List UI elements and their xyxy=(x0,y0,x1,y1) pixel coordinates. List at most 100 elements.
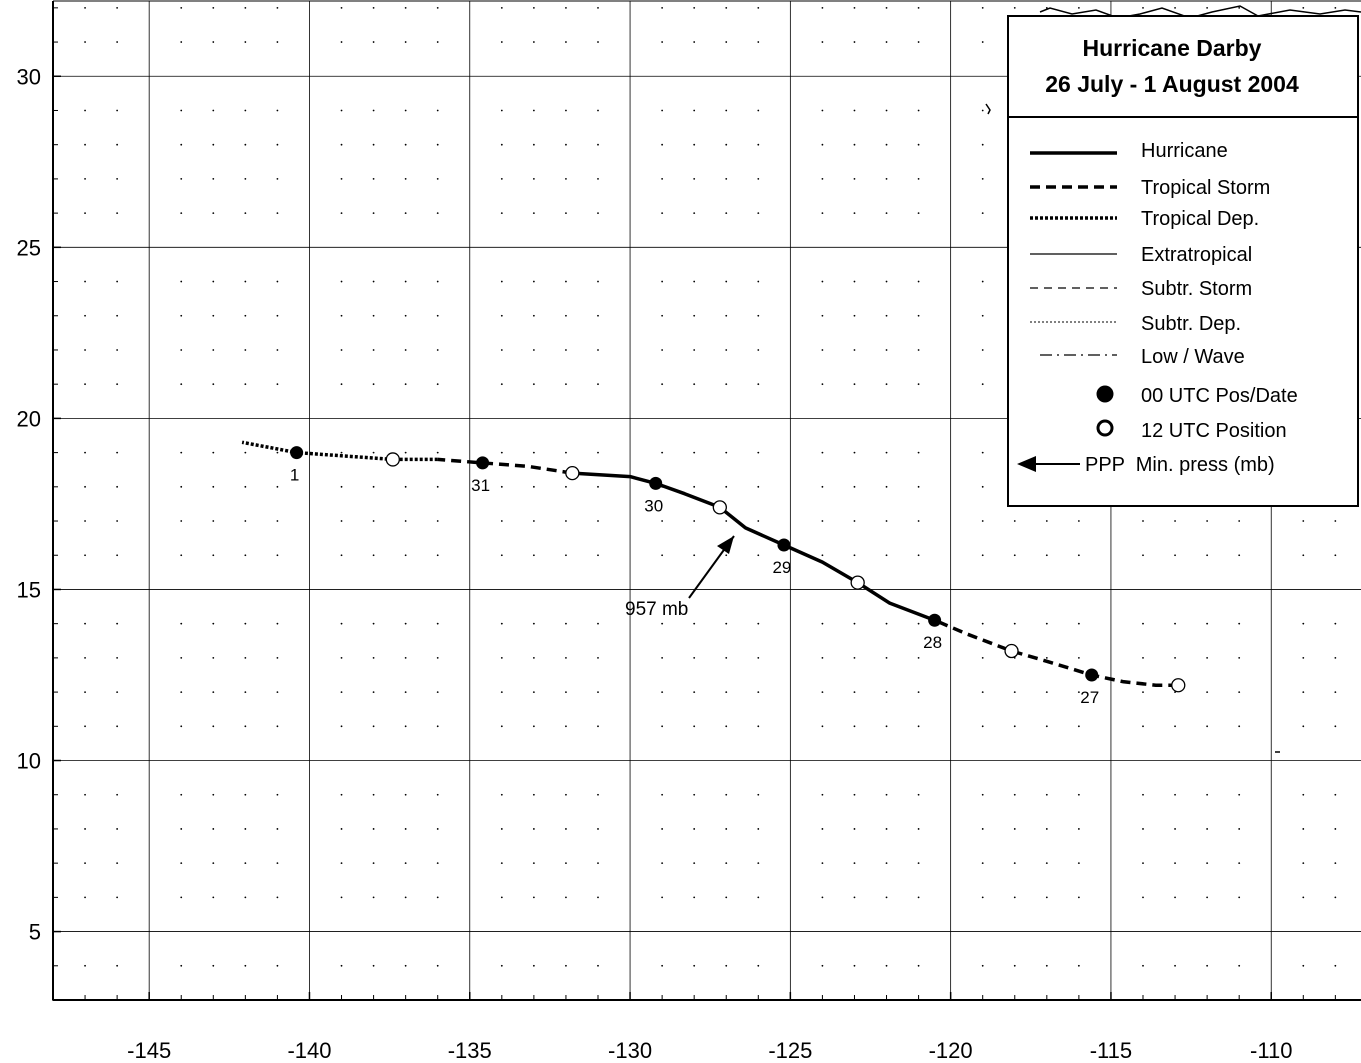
position-12utc-marker xyxy=(566,467,579,480)
legend-item-00-utc: 00 UTC Pos/Date xyxy=(1141,385,1298,407)
grid-dot xyxy=(212,7,214,9)
grid-dot xyxy=(341,862,343,864)
grid-dot xyxy=(725,486,727,488)
grid-dot xyxy=(277,657,279,659)
grid-dot xyxy=(725,965,727,967)
grid-dot xyxy=(341,965,343,967)
grid-dot xyxy=(661,7,663,9)
grid-dot xyxy=(501,691,503,693)
position-12utc-marker xyxy=(1005,645,1018,658)
grid-dot xyxy=(533,657,535,659)
grid-dot xyxy=(341,315,343,317)
grid-dot xyxy=(341,794,343,796)
grid-dot xyxy=(437,452,439,454)
grid-dot xyxy=(533,452,535,454)
grid-dot xyxy=(597,828,599,830)
grid-dot xyxy=(277,794,279,796)
grid-dot xyxy=(693,794,695,796)
grid-dot xyxy=(693,349,695,351)
grid-dot xyxy=(1334,725,1336,727)
grid-dot xyxy=(405,178,407,180)
grid-dot xyxy=(693,7,695,9)
grid-dot xyxy=(405,862,407,864)
grid-dot xyxy=(116,178,118,180)
grid-dot xyxy=(565,554,567,556)
grid-dot xyxy=(918,486,920,488)
grid-dot xyxy=(405,7,407,9)
grid-dot xyxy=(597,144,599,146)
grid-dot xyxy=(854,315,856,317)
grid-dot xyxy=(918,349,920,351)
grid-dot xyxy=(854,110,856,112)
grid-dot xyxy=(180,7,182,9)
grid-dot xyxy=(886,212,888,214)
grid-dot xyxy=(277,178,279,180)
grid-dot xyxy=(661,41,663,43)
grid-dot xyxy=(116,657,118,659)
grid-dot xyxy=(180,794,182,796)
grid-dot xyxy=(982,7,984,9)
grid-dot xyxy=(725,452,727,454)
grid-dot xyxy=(244,281,246,283)
grid-dot xyxy=(597,965,599,967)
grid-dot xyxy=(725,896,727,898)
grid-dot xyxy=(533,281,535,283)
grid-dot xyxy=(757,452,759,454)
grid-dot xyxy=(1078,554,1080,556)
grid-dot xyxy=(725,144,727,146)
grid-dot xyxy=(918,144,920,146)
grid-dot xyxy=(405,896,407,898)
grid-dot xyxy=(212,486,214,488)
grid-dot xyxy=(886,965,888,967)
grid-dot xyxy=(822,212,824,214)
grid-dot xyxy=(437,315,439,317)
grid-dot xyxy=(918,452,920,454)
grid-dot xyxy=(212,862,214,864)
grid-dot xyxy=(1334,862,1336,864)
grid-dot xyxy=(565,144,567,146)
grid-dot xyxy=(116,862,118,864)
grid-dot xyxy=(341,178,343,180)
grid-dot xyxy=(918,520,920,522)
grid-dot xyxy=(693,554,695,556)
grid-dot xyxy=(822,144,824,146)
grid-dot xyxy=(822,7,824,9)
grid-dot xyxy=(854,7,856,9)
grid-dot xyxy=(437,110,439,112)
grid-dot xyxy=(822,725,824,727)
grid-dot xyxy=(84,144,86,146)
grid-dot xyxy=(918,862,920,864)
grid-dot xyxy=(854,178,856,180)
grid-dot xyxy=(725,657,727,659)
grid-dot xyxy=(180,828,182,830)
grid-dot xyxy=(405,965,407,967)
legend-item-subtr-dep: Subtr. Dep. xyxy=(1141,313,1241,335)
grid-dot xyxy=(277,281,279,283)
grid-dot xyxy=(277,828,279,830)
grid-dot xyxy=(854,828,856,830)
grid-dot xyxy=(1014,520,1016,522)
grid-dot xyxy=(180,725,182,727)
grid-dot xyxy=(1238,725,1240,727)
grid-dot xyxy=(277,7,279,9)
grid-dot xyxy=(757,896,759,898)
grid-dot xyxy=(501,486,503,488)
grid-dot xyxy=(918,383,920,385)
grid-dot xyxy=(405,520,407,522)
grid-dot xyxy=(437,554,439,556)
grid-dot xyxy=(693,623,695,625)
grid-dot xyxy=(597,486,599,488)
grid-dot xyxy=(757,794,759,796)
grid-dot xyxy=(565,828,567,830)
grid-dot xyxy=(854,725,856,727)
grid-dot xyxy=(1174,828,1176,830)
grid-dot xyxy=(405,144,407,146)
grid-dot xyxy=(661,623,663,625)
grid-dot xyxy=(405,657,407,659)
grid-dot xyxy=(1238,691,1240,693)
grid-dot xyxy=(757,144,759,146)
grid-dot xyxy=(1014,623,1016,625)
grid-dot xyxy=(565,896,567,898)
legend-subtitle: 26 July - 1 August 2004 xyxy=(1045,71,1299,97)
grid-dot xyxy=(982,657,984,659)
